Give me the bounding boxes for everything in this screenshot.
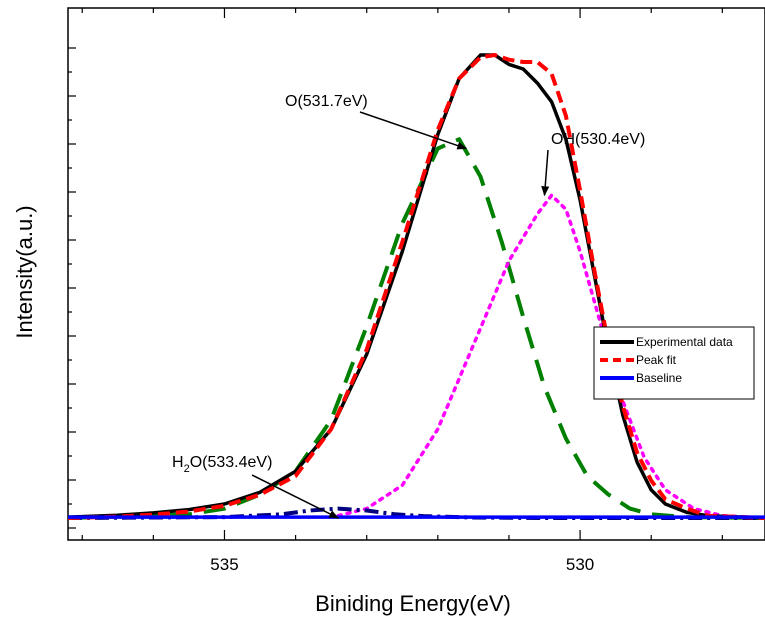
oh-component-line (336, 193, 765, 520)
x-tick-label: 530 (566, 555, 594, 574)
legend-box (593, 326, 755, 400)
x-tick-label: 535 (210, 555, 238, 574)
annotation-h2o-arrow (251, 474, 340, 519)
annotation-oh-arrow (541, 149, 550, 197)
h2o-component-line (67, 506, 765, 520)
experimental-data-line (67, 53, 765, 520)
legend-label-peak-fit: Peak fit (636, 353, 677, 367)
legend-label-baseline: Baseline (636, 371, 682, 385)
peak-fit-line (67, 53, 765, 520)
x-axis-title: Biniding Energy(eV) (315, 591, 511, 616)
legend: Experimental data Peak fit Baseline (593, 326, 755, 400)
annotation-o-arrow (359, 111, 468, 150)
annotation-h2o-label: H2O(533.4eV) (172, 454, 272, 475)
annotation-layer: O(531.7eV) OH(530.4eV) H2O(533.4eV) (172, 93, 645, 519)
legend-label-experimental: Experimental data (636, 335, 733, 349)
series-layer (67, 53, 765, 520)
tick-layer: 535 530 (68, 8, 723, 574)
annotation-o-label: O(531.7eV) (285, 93, 368, 110)
annotation-oh-label: OH(530.4eV) (551, 131, 645, 148)
y-axis-title: Intensity(a.u.) (12, 205, 37, 338)
plot-frame (67, 7, 765, 541)
